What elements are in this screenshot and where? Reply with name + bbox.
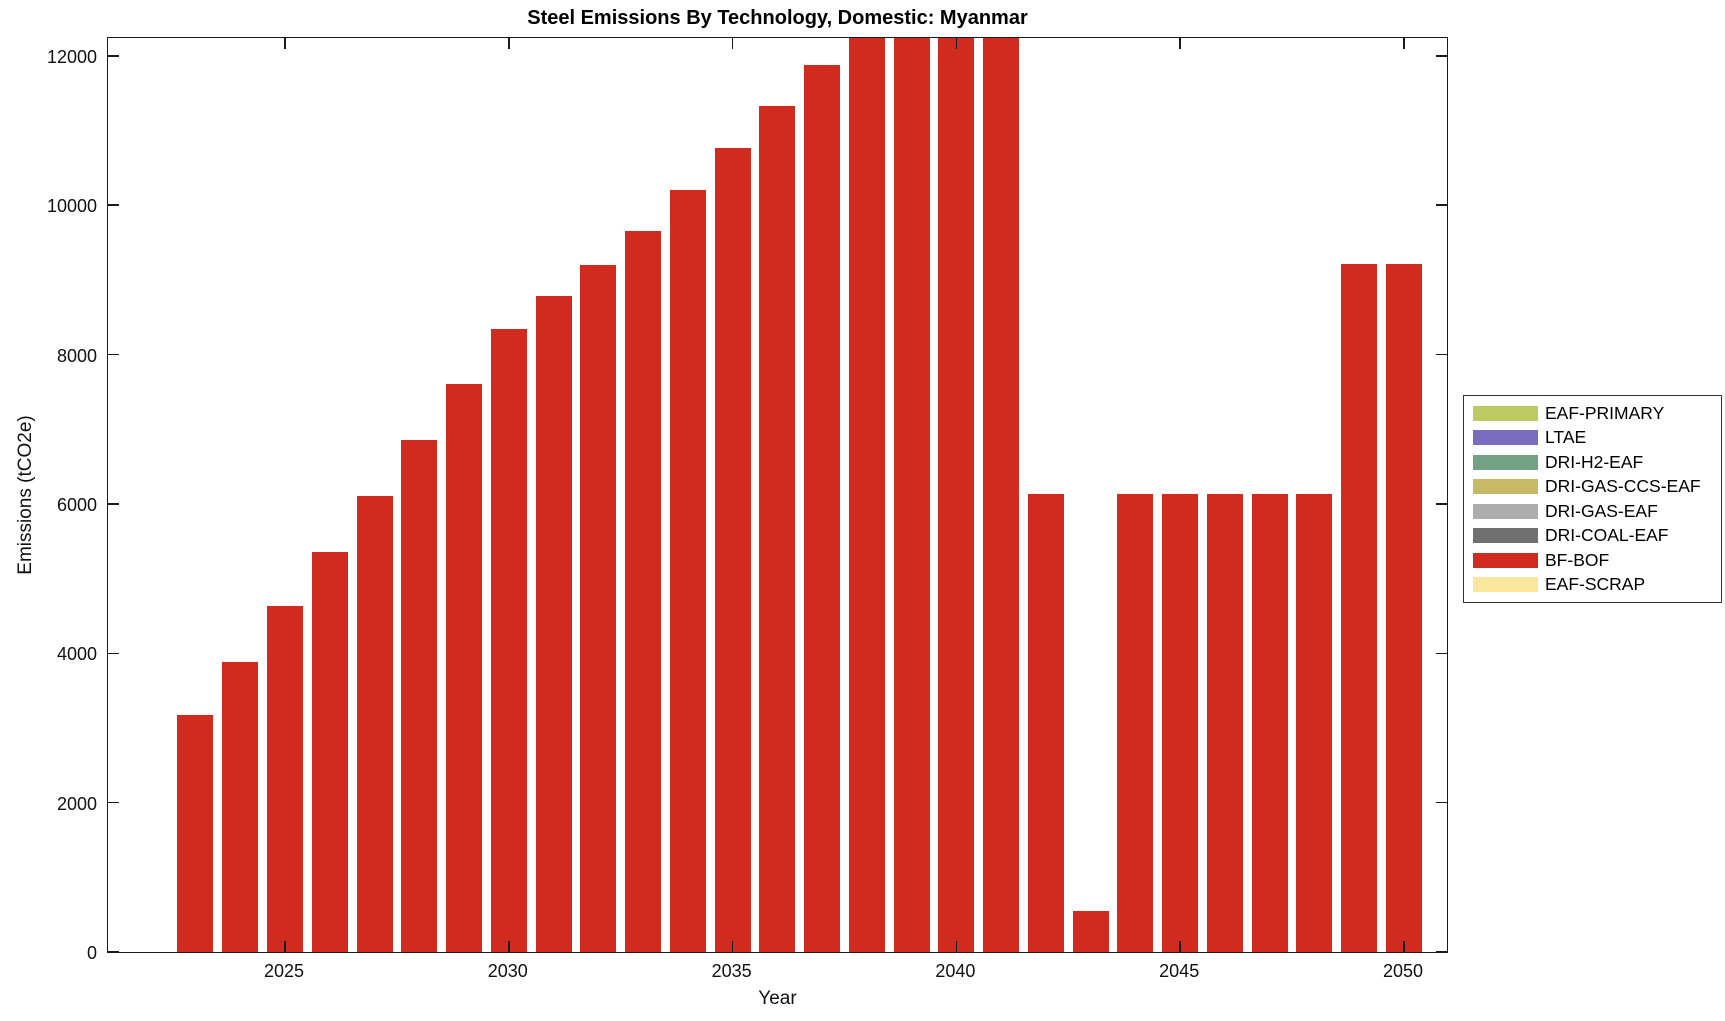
right-tick-4000 — [1436, 652, 1447, 655]
legend-swatch-bf-bof — [1473, 552, 1538, 568]
legend-swatch-dri-h2-eaf — [1473, 454, 1538, 470]
legend-label: DRI-COAL-EAF — [1545, 525, 1669, 546]
bar-2039 — [893, 38, 930, 952]
bottom-tick-2040 — [955, 941, 958, 952]
left-tick-0 — [108, 951, 119, 952]
y-tick-label-0: 0 — [86, 943, 97, 963]
legend: EAF-PRIMARY LTAE DRI-H2-EAF DRI-GAS-CCS-EAF… — [1463, 395, 1722, 603]
top-tick-2025 — [284, 38, 286, 49]
x-tick-label-2025: 2025 — [263, 961, 305, 981]
bar-2036 — [759, 105, 796, 952]
bar-2028 — [401, 440, 438, 952]
x-axis-title: Year — [758, 988, 797, 1009]
bar-2027 — [356, 495, 393, 952]
legend-label: DRI-GAS-CCS-EAF — [1545, 476, 1701, 497]
legend-label: DRI-GAS-EAF — [1545, 500, 1658, 521]
bar-2040 — [938, 38, 975, 952]
right-tick-10000 — [1436, 204, 1447, 207]
bar-2033 — [625, 230, 662, 952]
bar-2042 — [1027, 494, 1064, 952]
bar-2049 — [1341, 264, 1378, 952]
y-tick-label-4000: 4000 — [56, 644, 97, 665]
right-tick-8000 — [1436, 353, 1447, 356]
legend-item-ltae: LTAE — [1473, 426, 1721, 451]
legend-swatch-eaf-scrap — [1473, 577, 1538, 593]
bar-2025 — [267, 606, 303, 952]
bar-2046 — [1206, 494, 1243, 952]
right-tick-6000 — [1436, 503, 1447, 505]
top-tick-2030 — [508, 38, 510, 49]
legend-item-dri-coal-eaf: DRI-COAL-EAF — [1473, 524, 1721, 549]
x-tick-label-2040: 2040 — [935, 961, 976, 981]
bottom-tick-2050 — [1403, 941, 1405, 952]
legend-swatch-dri-gas-eaf — [1473, 503, 1538, 519]
y-tick-label-2000: 2000 — [56, 793, 97, 814]
top-tick-2045 — [1179, 38, 1181, 49]
legend-label: BF-BOF — [1545, 549, 1610, 570]
y-tick-label-6000: 6000 — [56, 494, 97, 515]
legend-item-bf-bof: BF-BOF — [1473, 548, 1721, 573]
bar-2047 — [1251, 494, 1288, 952]
y-tick-label-8000: 8000 — [56, 345, 97, 366]
left-tick-10000 — [108, 204, 119, 207]
left-tick-6000 — [108, 503, 119, 505]
bottom-tick-2035 — [731, 941, 734, 952]
bottom-tick-2030 — [508, 941, 510, 952]
right-tick-12000 — [1436, 55, 1447, 57]
legend-item-dri-h2-eaf: DRI-H2-EAF — [1473, 450, 1721, 475]
x-tick-label-2050: 2050 — [1382, 961, 1424, 981]
chart-title: Steel Emissions By Technology, Domestic:… — [527, 7, 1028, 29]
top-tick-2035 — [731, 38, 734, 49]
legend-item-dri-gas-ccs-eaf: DRI-GAS-CCS-EAF — [1473, 475, 1721, 500]
bar-2041 — [983, 38, 1020, 952]
bar-2037 — [804, 64, 841, 952]
right-tick-2000 — [1436, 801, 1447, 804]
legend-label: DRI-H2-EAF — [1545, 451, 1644, 472]
legend-swatch-eaf-primary — [1473, 405, 1538, 421]
bar-2024 — [222, 661, 259, 952]
bottom-tick-2025 — [284, 941, 286, 952]
bar-2034 — [669, 189, 706, 952]
bar-2031 — [535, 296, 572, 952]
bar-2023 — [177, 714, 214, 952]
x-tick-label-2035: 2035 — [711, 961, 752, 981]
legend-label: LTAE — [1545, 427, 1587, 448]
legend-item-eaf-primary: EAF-PRIMARY — [1473, 401, 1721, 426]
bar-2050 — [1386, 264, 1422, 952]
legend-label: EAF-PRIMARY — [1545, 402, 1665, 423]
bottom-tick-2045 — [1179, 941, 1181, 952]
bar-2048 — [1296, 494, 1333, 952]
left-tick-12000 — [108, 55, 119, 57]
top-tick-2050 — [1403, 38, 1405, 49]
right-tick-0 — [1436, 951, 1447, 952]
legend-swatch-dri-gas-ccs-eaf — [1473, 479, 1538, 495]
legend-item-eaf-scrap: EAF-SCRAP — [1473, 573, 1721, 598]
bar-2045 — [1162, 494, 1199, 952]
legend-item-dri-gas-eaf: DRI-GAS-EAF — [1473, 499, 1721, 524]
top-tick-2040 — [955, 38, 958, 49]
legend-swatch-ltae — [1473, 430, 1538, 446]
plot-area — [107, 37, 1448, 953]
y-tick-label-12000: 12000 — [46, 46, 97, 67]
left-tick-2000 — [108, 801, 119, 804]
bar-2030 — [490, 329, 527, 952]
bar-2044 — [1117, 494, 1154, 952]
bar-2038 — [848, 38, 885, 952]
bar-2029 — [446, 384, 483, 952]
left-tick-4000 — [108, 652, 119, 655]
x-tick-label-2030: 2030 — [487, 961, 528, 981]
bar-2026 — [311, 551, 348, 952]
left-tick-8000 — [108, 353, 119, 356]
bar-2032 — [580, 264, 617, 952]
bar-2035 — [714, 147, 751, 952]
legend-label: EAF-SCRAP — [1545, 574, 1646, 595]
bar-2043 — [1072, 910, 1109, 952]
x-tick-label-2045: 2045 — [1159, 961, 1200, 981]
y-axis-title: Emissions (tCO2e) — [15, 415, 36, 575]
y-tick-label-10000: 10000 — [46, 196, 97, 217]
legend-swatch-dri-coal-eaf — [1473, 528, 1538, 544]
